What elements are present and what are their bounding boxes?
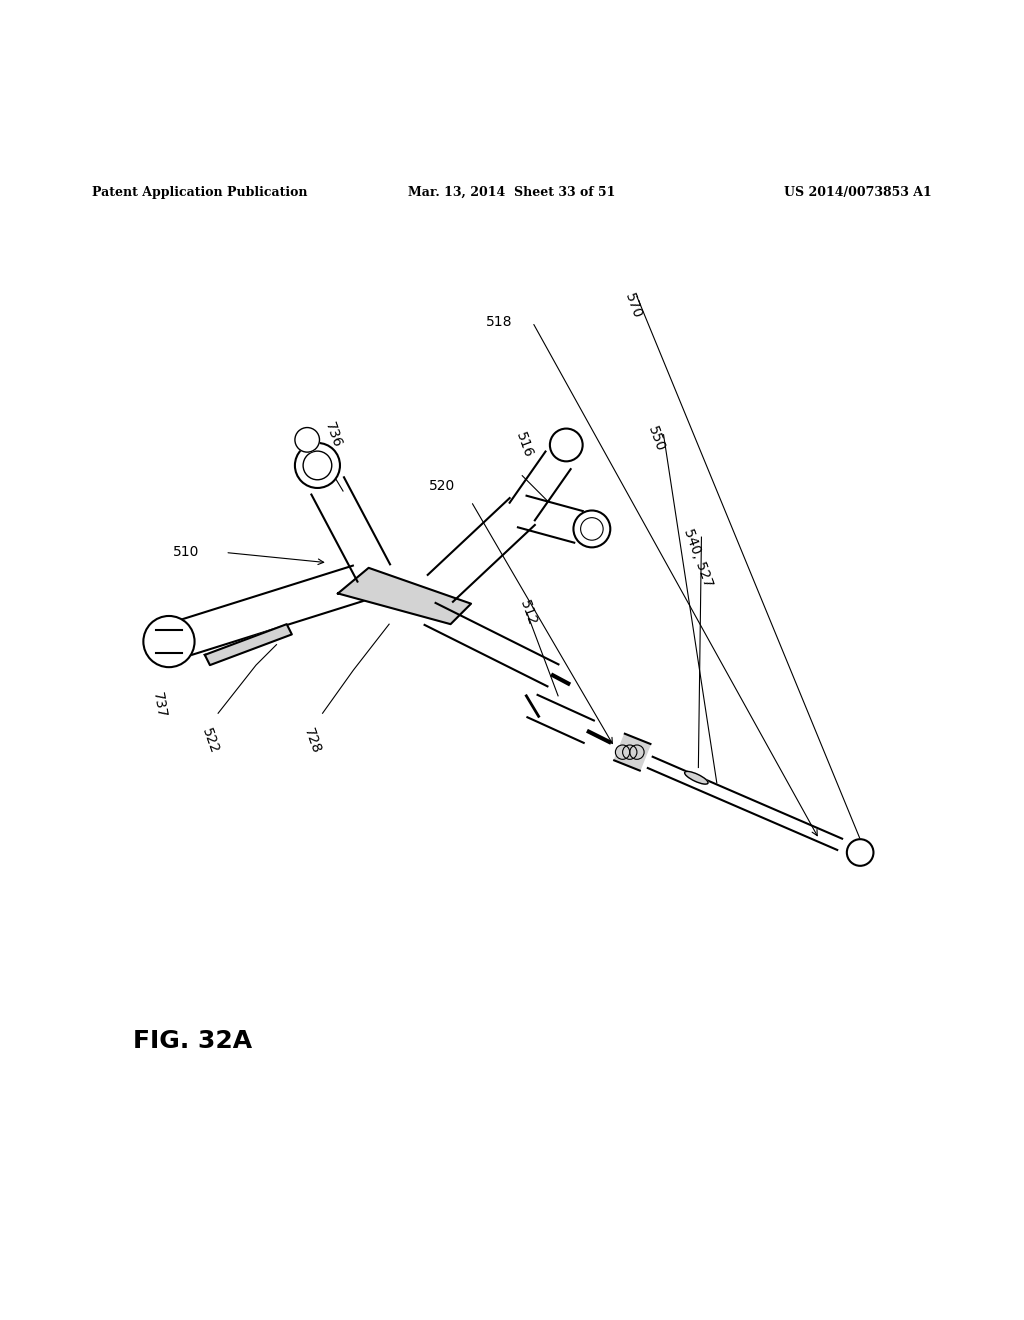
Polygon shape	[338, 568, 471, 624]
Circle shape	[630, 744, 644, 759]
Text: 737: 737	[150, 690, 168, 719]
Circle shape	[623, 744, 637, 759]
Ellipse shape	[685, 771, 708, 784]
Text: 516: 516	[513, 430, 536, 461]
Text: 540, 527: 540, 527	[681, 527, 715, 589]
Circle shape	[573, 511, 610, 548]
Text: 550: 550	[645, 425, 668, 454]
Polygon shape	[205, 624, 292, 665]
Circle shape	[295, 444, 340, 488]
Circle shape	[550, 429, 583, 462]
Text: 736: 736	[322, 421, 344, 450]
Circle shape	[847, 840, 873, 866]
Text: 522: 522	[199, 726, 221, 756]
Polygon shape	[614, 734, 650, 771]
Text: FIG. 32A: FIG. 32A	[133, 1028, 252, 1052]
Circle shape	[143, 616, 195, 667]
Text: US 2014/0073853 A1: US 2014/0073853 A1	[784, 186, 932, 199]
Text: 510: 510	[173, 545, 200, 560]
Text: 520: 520	[429, 479, 456, 492]
Text: Mar. 13, 2014  Sheet 33 of 51: Mar. 13, 2014 Sheet 33 of 51	[409, 186, 615, 199]
Text: 518: 518	[485, 315, 512, 329]
Circle shape	[615, 744, 630, 759]
Text: 570: 570	[623, 292, 645, 321]
Text: 728: 728	[301, 726, 324, 756]
Text: 512: 512	[517, 598, 540, 628]
Text: Patent Application Publication: Patent Application Publication	[92, 186, 307, 199]
Circle shape	[295, 428, 319, 453]
